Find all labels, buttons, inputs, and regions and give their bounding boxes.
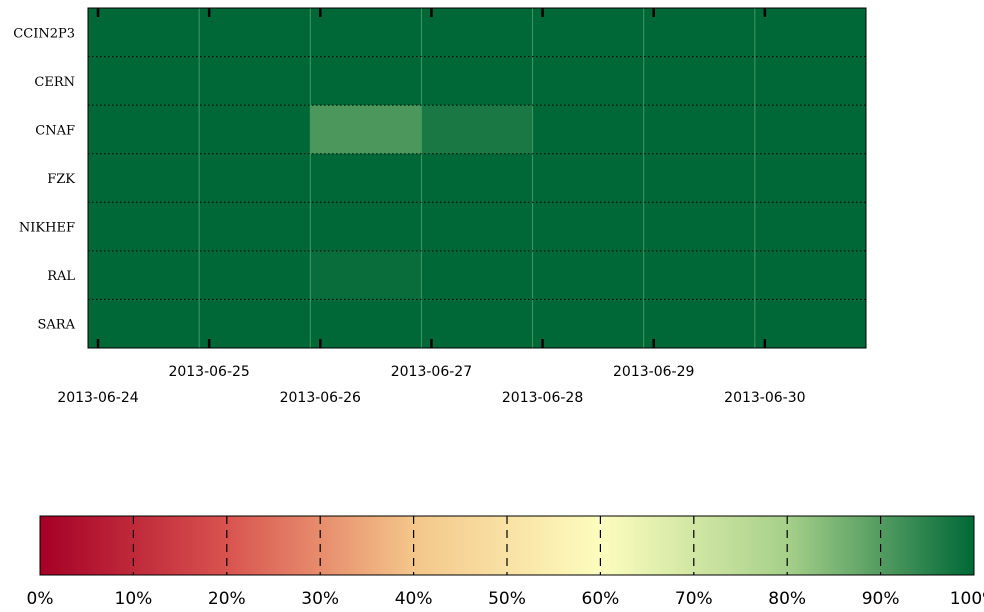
heatmap-cell-cern-2013-06-29	[643, 56, 756, 106]
colorbar-label-70: 70%	[675, 589, 713, 608]
heatmap-cell-cnaf-2013-06-26	[310, 105, 422, 155]
heatmap-cell-sara-2013-06-27	[421, 299, 534, 349]
colorbar-label-20: 20%	[208, 589, 246, 608]
heatmap-cell-fzk-2013-06-30	[754, 153, 867, 203]
x-label-2013-06-29: 2013-06-29	[613, 364, 694, 380]
x-label-2013-06-26: 2013-06-26	[280, 390, 361, 406]
colorbar: 0% 10% 20% 30% 40% 50% 60% 70% 80% 90% 100%	[27, 515, 984, 609]
heatmap-cell-ccin2p3-2013-06-24	[88, 8, 200, 58]
heatmap-cells	[88, 8, 867, 349]
heatmap-cell-ral-2013-06-27	[421, 250, 534, 300]
colorbar-label-100: 100%	[950, 589, 984, 608]
heatmap-cell-sara-2013-06-28	[532, 299, 645, 349]
heatmap-cell-cern-2013-06-27	[421, 56, 534, 106]
x-label-2013-06-28: 2013-06-28	[502, 390, 583, 406]
heatmap-cell-cnaf-2013-06-30	[754, 105, 867, 155]
heatmap-cell-nikhef-2013-06-26	[310, 202, 422, 252]
heatmap-cell-ccin2p3-2013-06-26	[310, 8, 422, 58]
heatmap-cell-ccin2p3-2013-06-27	[421, 8, 534, 58]
heatmap-cell-cnaf-2013-06-28	[532, 105, 645, 155]
heatmap-cell-fzk-2013-06-28	[532, 153, 645, 203]
colorbar-label-80: 80%	[768, 589, 806, 608]
plot-frame	[87, 7, 867, 349]
colorbar-label-50: 50%	[488, 589, 526, 608]
heatmap-cell-ral-2013-06-24	[88, 250, 200, 300]
heatmap-cell-sara-2013-06-30	[754, 299, 867, 349]
colorbar-label-10: 10%	[115, 589, 153, 608]
heatmap-cell-ccin2p3-2013-06-30	[754, 8, 867, 58]
colorbar-label-30: 30%	[301, 589, 339, 608]
y-label-nikhef: NIKHEF	[19, 221, 75, 236]
heatmap-cell-cern-2013-06-26	[310, 56, 422, 106]
heatmap-cell-cnaf-2013-06-29	[643, 105, 756, 155]
x-label-2013-06-27: 2013-06-27	[391, 364, 472, 380]
colorbar-label-40: 40%	[395, 589, 433, 608]
heatmap-cell-sara-2013-06-25	[199, 299, 311, 349]
heatmap-cell-ral-2013-06-26	[310, 250, 422, 300]
heatmap-cell-ccin2p3-2013-06-25	[199, 8, 311, 58]
heatmap-cell-ral-2013-06-25	[199, 250, 311, 300]
heatmap-cell-fzk-2013-06-29	[643, 153, 756, 203]
heatmap-cell-nikhef-2013-06-25	[199, 202, 311, 252]
y-label-fzk: FZK	[47, 172, 75, 187]
y-label-ral: RAL	[47, 269, 75, 284]
y-label-sara: SARA	[38, 318, 76, 333]
heatmap-cell-nikhef-2013-06-30	[754, 202, 867, 252]
heatmap-cell-sara-2013-06-26	[310, 299, 422, 349]
x-label-2013-06-30: 2013-06-30	[724, 390, 805, 406]
colorbar-label-0: 0%	[27, 589, 54, 608]
x-axis-labels: 2013-06-24 2013-06-25 2013-06-26 2013-06-27…	[57, 364, 805, 406]
heatmap-cell-nikhef-2013-06-24	[88, 202, 200, 252]
y-label-cnaf: CNAF	[35, 123, 75, 138]
heatmap-cell-nikhef-2013-06-29	[643, 202, 756, 252]
heatmap-cell-nikhef-2013-06-27	[421, 202, 534, 252]
heatmap-cell-cnaf-2013-06-25	[199, 105, 311, 155]
heatmap-cell-fzk-2013-06-24	[88, 153, 200, 203]
heatmap-cell-ccin2p3-2013-06-29	[643, 8, 756, 58]
heatmap-cell-ccin2p3-2013-06-28	[532, 8, 645, 58]
heatmap-cell-cern-2013-06-25	[199, 56, 311, 106]
colorbar-label-90: 90%	[862, 589, 900, 608]
x-label-2013-06-24: 2013-06-24	[57, 390, 138, 406]
heatmap-cell-sara-2013-06-29	[643, 299, 756, 349]
colorbar-label-60: 60%	[582, 589, 620, 608]
heatmap-cell-nikhef-2013-06-28	[532, 202, 645, 252]
heatmap-cell-fzk-2013-06-26	[310, 153, 422, 203]
heatmap-cell-fzk-2013-06-25	[199, 153, 311, 203]
heatmap-cell-cern-2013-06-30	[754, 56, 867, 106]
x-label-2013-06-25: 2013-06-25	[168, 364, 249, 380]
heatmap-grid	[87, 7, 867, 349]
heatmap-cell-ral-2013-06-30	[754, 250, 867, 300]
heatmap-cell-ral-2013-06-29	[643, 250, 756, 300]
y-label-cern: CERN	[34, 75, 75, 90]
heatmap-cell-cnaf-2013-06-27	[421, 105, 534, 155]
heatmap-cell-cnaf-2013-06-24	[88, 105, 200, 155]
heatmap-cell-fzk-2013-06-27	[421, 153, 534, 203]
heatmap-cell-ral-2013-06-28	[532, 250, 645, 300]
heatmap-cell-sara-2013-06-24	[88, 299, 200, 349]
heatmap-cell-cern-2013-06-28	[532, 56, 645, 106]
y-axis-labels: CCIN2P3 CERN CNAF FZK NIKHEF RAL SARA	[13, 26, 75, 332]
y-label-ccin2p3: CCIN2P3	[13, 26, 75, 41]
heatmap-cell-cern-2013-06-24	[88, 56, 200, 106]
